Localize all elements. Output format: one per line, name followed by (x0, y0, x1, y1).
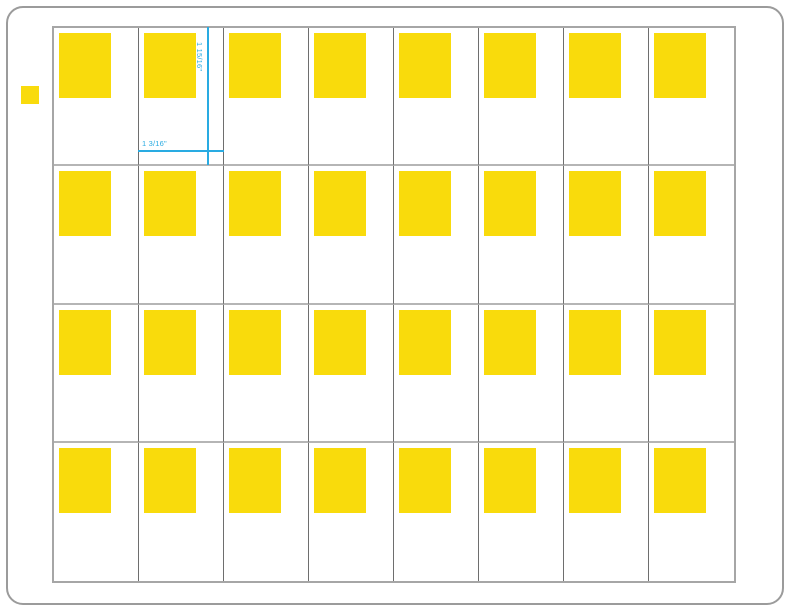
label-sticker (144, 171, 196, 237)
label-sticker (484, 309, 536, 375)
grid-cell (564, 304, 649, 443)
label-sticker (314, 33, 366, 98)
label-sticker (569, 309, 621, 375)
label-sticker (314, 309, 366, 375)
grid-cell (309, 304, 394, 443)
label-sticker (399, 33, 451, 98)
label-sticker (654, 309, 706, 375)
grid-cell (54, 28, 139, 167)
grid-cell (564, 28, 649, 167)
label-sticker (229, 33, 281, 98)
height-dimension-line (207, 27, 209, 165)
label-sticker (654, 171, 706, 237)
label-sticker (314, 447, 366, 513)
grid-cell (564, 442, 649, 581)
label-sticker (569, 447, 621, 513)
label-sticker (144, 309, 196, 375)
grid-cell (564, 166, 649, 305)
label-sticker (484, 33, 536, 98)
grid-cell (394, 442, 479, 581)
height-dimension-label: 1 15/16" (195, 42, 204, 72)
grid-cell (54, 304, 139, 443)
grid-cell (394, 28, 479, 167)
grid-cell (479, 166, 564, 305)
grid-cell (649, 305, 734, 443)
label-sticker (59, 447, 111, 513)
grid-cell (309, 442, 394, 581)
label-sticker (654, 447, 706, 513)
grid-cell (649, 166, 734, 305)
grid-cell (139, 304, 224, 443)
grid-cell (139, 166, 224, 305)
label-grid (52, 26, 736, 583)
label-sticker (399, 171, 451, 237)
label-sticker (229, 171, 281, 237)
label-sticker (399, 447, 451, 513)
grid-cell (479, 28, 564, 167)
grid-cell (309, 166, 394, 305)
label-sticker (229, 447, 281, 513)
grid-cell (54, 442, 139, 581)
label-sticker (59, 309, 111, 375)
grid-cell (394, 304, 479, 443)
grid-cell (649, 443, 734, 581)
label-sticker (569, 171, 621, 237)
width-dimension-label: 1 3/16" (142, 139, 167, 148)
sheet-outline (6, 6, 784, 605)
label-sticker (484, 171, 536, 237)
label-sticker (484, 447, 536, 513)
grid-cell (309, 28, 394, 167)
label-sticker (59, 171, 111, 237)
grid-cell (224, 166, 309, 305)
grid-cell (479, 442, 564, 581)
grid-cell (139, 28, 224, 167)
label-sticker (654, 33, 706, 98)
grid-cell (224, 304, 309, 443)
grid-cell (139, 442, 224, 581)
label-sticker (314, 171, 366, 237)
grid-cell (649, 28, 734, 167)
width-dimension-line (138, 150, 224, 152)
label-sticker (229, 309, 281, 375)
yellow-color-swatch (21, 86, 39, 104)
label-sticker (144, 447, 196, 513)
grid-cell (54, 166, 139, 305)
grid-cell (479, 304, 564, 443)
grid-cell (224, 28, 309, 167)
grid-cell (394, 166, 479, 305)
label-sticker (399, 309, 451, 375)
grid-cell (224, 442, 309, 581)
label-sticker (144, 33, 196, 98)
label-sticker (59, 33, 111, 98)
label-sticker (569, 33, 621, 98)
